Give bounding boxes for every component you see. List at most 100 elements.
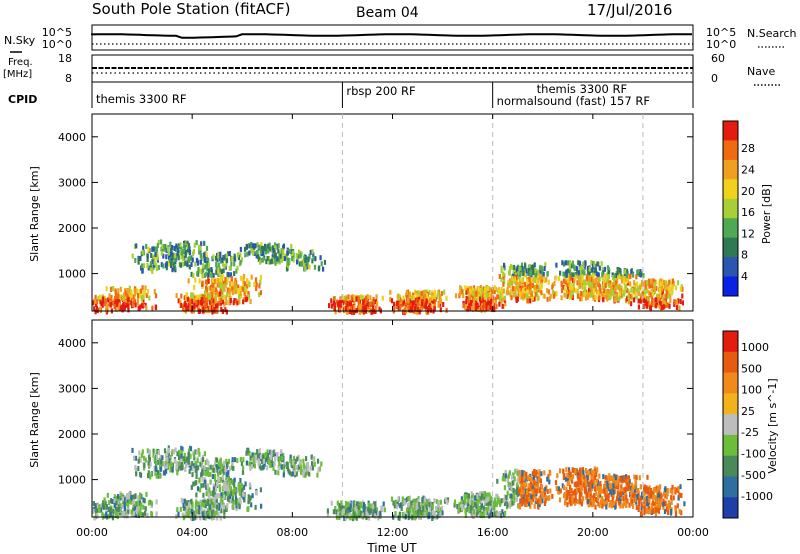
data-cell xyxy=(273,250,276,255)
data-cell xyxy=(302,458,305,464)
data-cell xyxy=(572,282,575,288)
data-cell xyxy=(577,478,580,484)
data-cell xyxy=(681,286,684,292)
data-cell xyxy=(212,467,215,473)
data-cell xyxy=(640,491,644,497)
data-cell xyxy=(171,267,174,273)
data-cell xyxy=(334,506,337,511)
data-cell xyxy=(195,299,198,305)
data-cell xyxy=(593,262,596,268)
data-cell xyxy=(158,458,161,463)
data-cell xyxy=(489,505,492,511)
data-cell xyxy=(518,470,521,476)
data-cell xyxy=(623,487,626,493)
data-cell xyxy=(353,300,356,305)
data-cell xyxy=(506,490,509,496)
data-cell xyxy=(486,298,489,304)
data-cell xyxy=(399,297,402,303)
data-cell xyxy=(348,512,351,518)
data-cell xyxy=(607,486,610,492)
data-cell xyxy=(539,268,542,274)
data-cell xyxy=(535,488,539,494)
data-cell xyxy=(405,292,408,298)
data-cell xyxy=(199,268,202,274)
data-cell xyxy=(516,470,519,476)
data-cell xyxy=(232,488,235,494)
data-cell xyxy=(182,261,185,267)
data-cell xyxy=(347,501,350,507)
data-cell xyxy=(204,470,207,476)
data-cell xyxy=(509,278,512,284)
data-cell xyxy=(650,504,653,510)
data-cell xyxy=(247,499,250,505)
data-cell xyxy=(571,290,574,295)
data-cell xyxy=(104,505,107,510)
data-cell xyxy=(661,282,664,288)
data-cell xyxy=(214,486,218,492)
data-cell xyxy=(352,309,356,315)
data-cell xyxy=(600,261,603,267)
data-cell xyxy=(573,266,576,271)
data-cell xyxy=(249,243,253,249)
data-cell xyxy=(187,451,190,457)
data-cell xyxy=(330,500,333,506)
data-cell xyxy=(591,497,594,503)
data-cell xyxy=(148,454,151,460)
data-cell xyxy=(136,300,139,306)
data-cell xyxy=(580,291,583,296)
data-cell xyxy=(591,469,594,475)
data-cell xyxy=(643,293,646,299)
data-cell xyxy=(178,461,181,467)
data-cell xyxy=(203,502,206,508)
data-cell xyxy=(526,284,529,290)
data-cell xyxy=(433,294,436,300)
data-cell xyxy=(533,287,536,293)
data-cell xyxy=(571,260,574,266)
data-cell xyxy=(166,451,169,457)
data-cell xyxy=(576,472,579,478)
data-cell xyxy=(659,278,662,284)
data-cell xyxy=(593,471,596,476)
data-cell xyxy=(246,450,249,456)
data-cell xyxy=(598,276,601,282)
data-cell xyxy=(192,481,195,487)
data-cell xyxy=(363,297,366,303)
data-cell xyxy=(184,296,187,301)
data-cell xyxy=(267,248,270,254)
data-cell xyxy=(627,288,630,294)
data-cell xyxy=(526,293,529,299)
data-cell xyxy=(504,473,508,479)
data-cell xyxy=(546,271,549,277)
data-cell xyxy=(173,261,176,267)
data-cell xyxy=(353,512,356,518)
data-cell xyxy=(597,501,600,507)
data-cell xyxy=(525,268,529,274)
data-cell xyxy=(476,494,479,499)
data-cell xyxy=(137,513,140,518)
data-cell xyxy=(247,506,250,512)
data-cell xyxy=(109,507,112,513)
data-cell xyxy=(183,302,186,308)
data-cell xyxy=(547,279,550,285)
data-cell xyxy=(144,506,147,512)
data-cell xyxy=(603,266,606,272)
data-cell xyxy=(504,301,507,307)
data-cell xyxy=(309,249,312,255)
data-cell xyxy=(581,292,585,298)
data-cell xyxy=(170,263,173,269)
data-cell xyxy=(195,500,198,506)
data-cell xyxy=(125,501,128,507)
data-cell xyxy=(127,509,130,515)
data-cell xyxy=(131,253,134,259)
data-cell xyxy=(631,498,634,504)
data-cell xyxy=(361,512,364,518)
data-cell xyxy=(144,285,147,291)
data-cell xyxy=(166,463,169,469)
data-cell xyxy=(351,513,355,519)
data-cell xyxy=(224,491,227,497)
data-cell xyxy=(380,505,383,511)
data-cell xyxy=(520,285,524,291)
data-cell xyxy=(147,460,150,466)
data-cell xyxy=(679,286,683,292)
data-cell xyxy=(192,273,195,278)
